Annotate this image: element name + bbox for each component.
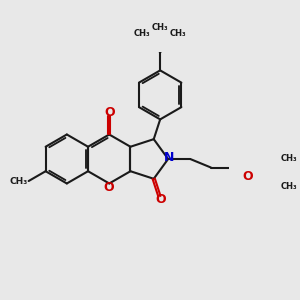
Text: O: O bbox=[155, 193, 166, 206]
Text: CH₃: CH₃ bbox=[280, 154, 297, 163]
Text: O: O bbox=[104, 106, 115, 119]
Text: CH₃: CH₃ bbox=[170, 29, 186, 38]
Text: CH₃: CH₃ bbox=[280, 182, 297, 191]
Text: CH₃: CH₃ bbox=[152, 23, 169, 32]
Text: CH₃: CH₃ bbox=[134, 29, 151, 38]
Text: O: O bbox=[242, 170, 253, 183]
Text: CH₃: CH₃ bbox=[10, 176, 28, 185]
Text: O: O bbox=[103, 181, 114, 194]
Text: N: N bbox=[164, 151, 174, 164]
